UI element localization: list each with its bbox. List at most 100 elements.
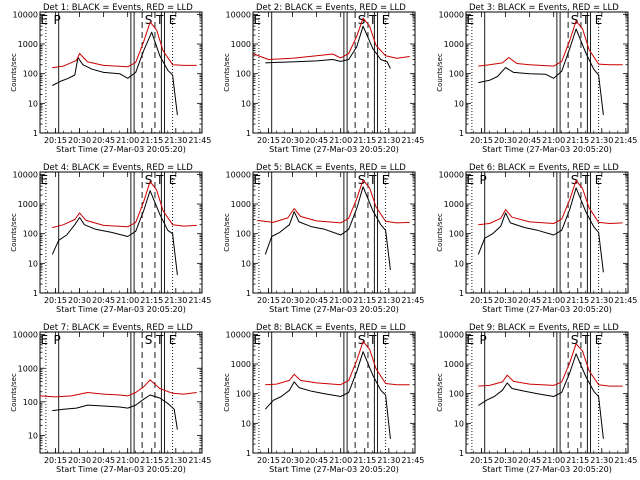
y-tick-label: 100 [236,70,251,79]
lld-series-line [257,179,410,224]
series-group [52,21,197,116]
series-group [253,17,410,69]
chart-panel-9: Det 9: BLACK = Events, RED = LLD 1 10 100 10… [436,323,637,474]
chart-title: Det 2: BLACK = Events, RED = LLD [256,3,406,13]
events-series-line [52,394,178,430]
y-axis-label: Counts/sec [436,373,444,412]
y-tick-label: 10000 [226,330,251,339]
interval-marker-label: S [145,173,153,187]
y-axis-label: Counts/sec [223,53,231,92]
interval-marker-label: P [53,13,60,27]
y-tick-label: 10 [28,431,38,440]
series-group [40,379,197,430]
x-tick-label: 21:15 [353,456,376,465]
x-tick-label: 20:30 [494,296,517,305]
y-tick-label: 1 [33,129,38,138]
x-tick-label: 20:45 [92,136,115,145]
y-tick-label: 100 [449,70,464,79]
chart-title: Det 3: BLACK = Events, RED = LLD [469,3,619,13]
chart-panel-3: Det 3: BLACK = Events, RED = LLD 1 10 100 10… [436,3,637,154]
x-tick-label: 21:45 [188,136,211,145]
x-tick-label: 21:30 [377,456,400,465]
y-tick-label: 10 [241,419,251,428]
x-axis-label: Start Time (27-Mar-03 20:05:20) [56,145,186,154]
y-tick-label: 10 [28,259,38,268]
interval-marker-label: E [466,333,474,347]
interval-lines [471,332,600,453]
x-tick-label: 21:00 [329,296,352,305]
interval-marker-label: T [581,173,590,187]
series-group [264,340,410,439]
events-series-line [264,351,391,439]
x-tick-label: 21:45 [401,456,424,465]
events-series-line [478,353,604,439]
y-tick-label: 1000 [444,360,464,369]
y-tick-label: 100 [236,230,251,239]
y-tick-label: 10000 [439,330,464,339]
x-tick-label: 21:15 [566,456,589,465]
x-tick-label: 20:45 [518,456,541,465]
y-axis-label: Counts/sec [10,213,18,252]
x-tick-label: 21:15 [140,456,163,465]
x-tick-label: 21:45 [614,136,637,145]
y-tick-label: 10000 [226,10,251,19]
interval-marker-label: S [145,13,153,27]
x-tick-label: 20:45 [518,296,541,305]
x-tick-label: 21:15 [566,296,589,305]
x-tick-label: 21:30 [164,296,187,305]
interval-lines [471,172,600,293]
interval-marker-label: S [571,13,579,27]
interval-marker-label: S [571,333,579,347]
interval-marker-label: T [581,333,590,347]
y-tick-label: 1000 [18,364,38,373]
x-tick-label: 21:00 [116,456,139,465]
x-tick-label: 20:30 [281,296,304,305]
interval-marker-label: S [358,333,366,347]
events-series-line [264,186,391,270]
x-tick-label: 21:00 [116,296,139,305]
plot-frame [39,331,203,454]
interval-lines [258,332,387,453]
x-axis-label: Start Time (27-Mar-03 20:05:20) [482,145,612,154]
x-tick-label: 21:45 [401,136,424,145]
y-tick-label: 1 [459,449,464,458]
interval-marker-label: T [368,333,377,347]
x-tick-label: 21:30 [377,296,400,305]
y-tick-label: 100 [23,230,38,239]
lld-series-line [265,340,410,386]
chart-panel-5: Det 5: BLACK = Events, RED = LLD 1 10 100 10… [223,163,424,314]
x-tick-label: 20:45 [305,136,328,145]
interval-marker-label: S [358,173,366,187]
y-tick-label: 1 [246,289,251,298]
x-tick-label: 21:00 [116,136,139,145]
interval-marker-label: E [595,173,603,187]
y-tick-label: 1000 [444,40,464,49]
chart-panel-1: Det 1: BLACK = Events, RED = LLD 1 10 100 10… [10,3,211,154]
interval-marker-label: E [169,13,177,27]
interval-marker-label: T [581,13,590,27]
chart-panel-4: Det 4: BLACK = Events, RED = LLD 1 10 100 10… [10,163,211,314]
interval-marker-label: E [466,173,474,187]
x-axis-label: Start Time (27-Mar-03 20:05:20) [269,305,399,314]
lld-series-line [52,21,197,69]
interval-lines [258,12,387,133]
series-group [478,343,623,439]
y-tick-label: 1 [459,289,464,298]
x-tick-label: 20:45 [92,456,115,465]
interval-marker-label: E [382,173,390,187]
interval-marker-label: E [40,333,48,347]
interval-marker-label: E [382,13,390,27]
x-tick-label: 20:30 [494,456,517,465]
lld-series-line [40,379,197,398]
interval-marker-label: P [479,333,486,347]
x-tick-label: 21:30 [164,456,187,465]
y-tick-label: 10 [454,419,464,428]
y-tick-label: 10 [454,259,464,268]
x-tick-label: 21:15 [353,136,376,145]
x-axis-label: Start Time (27-Mar-03 20:05:20) [269,465,399,474]
y-tick-label: 1000 [18,40,38,49]
y-tick-label: 10 [454,99,464,108]
interval-marker-label: E [169,333,177,347]
x-tick-label: 21:15 [353,296,376,305]
